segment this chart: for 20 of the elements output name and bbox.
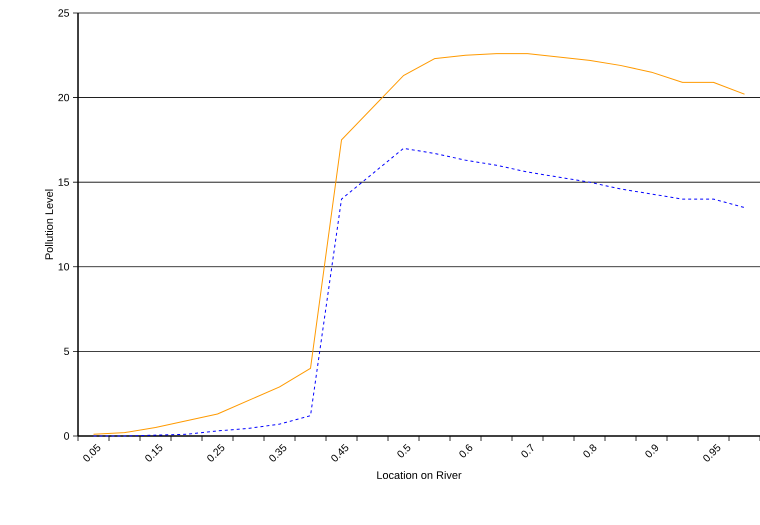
x-tick-label: 0.15 — [145, 444, 162, 462]
y-axis-title: Pollution Level — [44, 190, 54, 260]
x-tick-label: 0.8 — [583, 444, 596, 458]
y-tick-label: 25 — [58, 9, 70, 17]
x-tick-label: 0.05 — [83, 444, 100, 462]
x-tick-label: 0.95 — [703, 444, 720, 462]
x-tick-label: 0.6 — [459, 444, 472, 458]
x-tick-label: 0.5 — [397, 444, 410, 458]
y-tick-label: 20 — [58, 94, 70, 102]
y-tick-label: 15 — [58, 178, 70, 186]
x-tick-label: 0.35 — [269, 444, 286, 462]
x-tick-label: 0.45 — [331, 444, 348, 462]
x-tick-label: 0.9 — [645, 444, 658, 458]
line-series — [93, 148, 746, 436]
x-tick-label: 0.25 — [207, 444, 224, 462]
x-tick-label: 0.7 — [521, 444, 534, 458]
y-tick-label: 5 — [64, 348, 70, 356]
y-tick-label: 0 — [64, 432, 70, 440]
y-tick-label: 10 — [58, 263, 70, 270]
x-axis-title: Location on River — [377, 470, 462, 480]
